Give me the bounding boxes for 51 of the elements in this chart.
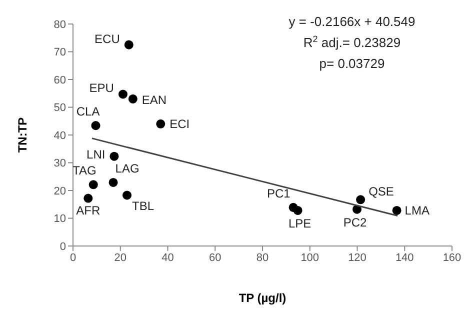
annotation: LAG [115,161,140,176]
x-axis-title: TP (µg/l) [238,291,286,305]
annotation: ECU [94,32,120,46]
y-tick-label: 80 [54,18,66,31]
y-tick-label: 20 [54,185,66,198]
annotation: R$^{2}$ adj.= 0.23829 [303,34,401,50]
y-tick-label: 50 [54,102,66,114]
point [156,119,166,128]
x-tick-label: 140 [395,252,414,264]
point [108,178,118,187]
y-tick-label: 10 [54,213,66,226]
annotation: AFR [76,203,100,218]
annotation: p= 0.03729 [319,56,385,71]
x-tick-label: 40 [162,252,174,264]
point [124,40,134,50]
y-tick-label: 70 [54,46,66,59]
point [356,195,366,204]
point [122,190,132,200]
y-axis-title: TN:TP [15,117,30,153]
y-tick-label: 60 [54,74,66,86]
annotation: LMA [404,203,430,218]
x-tick-label: 0 [70,252,76,264]
x-tick-label: 120 [348,252,366,264]
point [118,90,128,99]
annotation: EPU [89,81,114,96]
x-tick-label: 80 [256,252,269,264]
point [128,94,138,104]
point [392,206,402,215]
annotation: CLA [76,104,100,119]
x-tick-label: 160 [442,252,462,264]
x-tick-label: 100 [300,252,320,264]
annotation: LPE [288,216,312,230]
annotation: PC1 [266,186,291,200]
y-tick-label: 0 [60,240,66,253]
annotation: TAG [72,164,96,178]
annotation: y = -0.2166x + 40.549 [288,14,416,29]
point [91,121,100,130]
annotation: TBL [132,199,154,214]
point [110,152,119,161]
x-tick-label: 60 [209,252,222,264]
annotation: QSE [368,184,394,199]
y-tick-label: 30 [54,158,66,170]
point [84,194,93,203]
annotation: LNI [86,147,106,162]
annotation: ECI [170,116,190,131]
point [293,206,302,215]
x-tick-label: 20 [114,252,126,264]
annotation: EAN [142,92,167,107]
point [88,180,98,190]
annotation: PC2 [343,215,368,230]
y-tick-label: 40 [54,130,66,142]
